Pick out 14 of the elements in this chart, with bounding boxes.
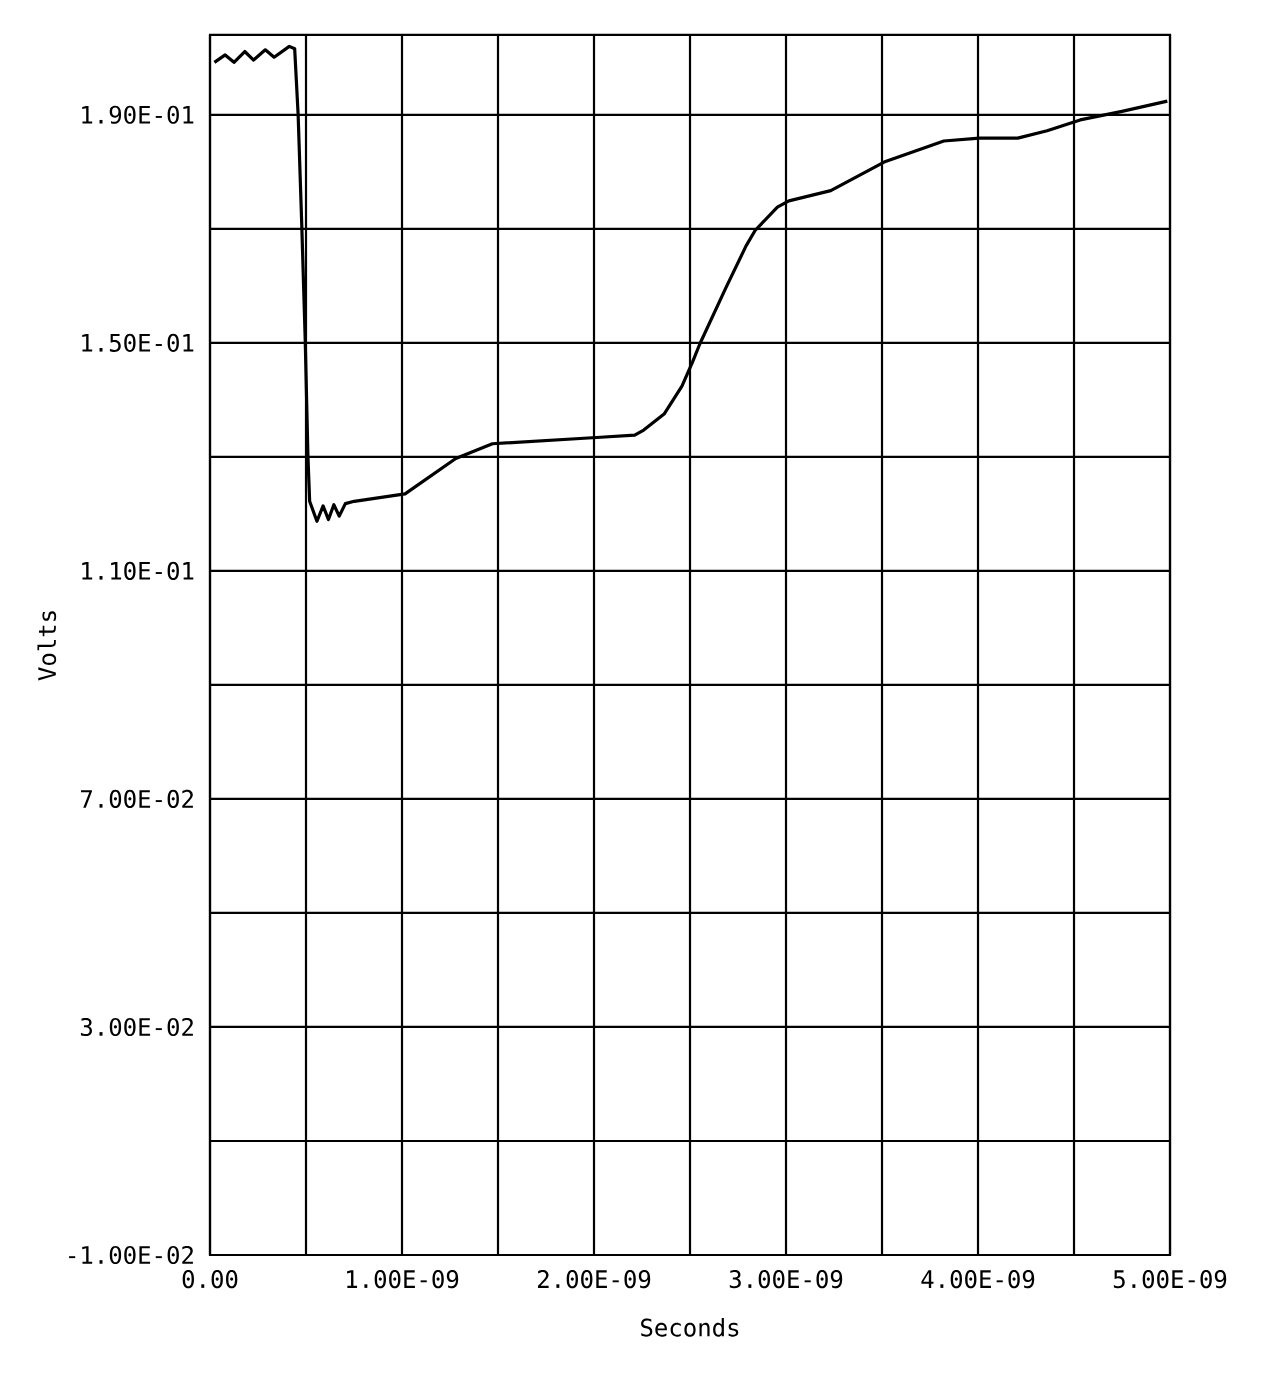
x-tick-label: 4.00E-09 bbox=[921, 1270, 1035, 1289]
x-tick-label: 3.00E-09 bbox=[729, 1270, 843, 1289]
x-axis-title: Seconds bbox=[641, 1318, 739, 1337]
y-axis-title: Volts bbox=[37, 611, 57, 681]
y-tick-label: 1.90E-01 bbox=[82, 105, 194, 124]
y-tick-label: 1.10E-01 bbox=[82, 561, 194, 580]
x-tick-label: 5.00E-09 bbox=[1113, 1270, 1227, 1289]
x-tick-label: 1.00E-09 bbox=[347, 1270, 459, 1289]
y-tick-label: -1.00E-02 bbox=[69, 1245, 193, 1265]
y-tick-label: 1.50E-01 bbox=[82, 333, 194, 352]
x-tick-label: 0.00 bbox=[182, 1270, 238, 1289]
y-tick-label: 3.00E-02 bbox=[80, 1017, 193, 1037]
x-tick-label: 2.00E-09 bbox=[538, 1270, 651, 1289]
y-tick-label: 7.00E-02 bbox=[80, 789, 193, 808]
